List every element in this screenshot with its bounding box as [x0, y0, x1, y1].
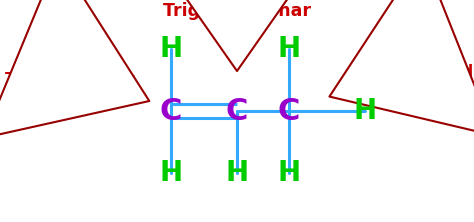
Text: H: H	[226, 159, 248, 187]
Text: Trigonal planar: Trigonal planar	[5, 72, 134, 87]
Text: C: C	[278, 97, 301, 125]
Text: H: H	[354, 97, 376, 125]
Text: C: C	[159, 97, 182, 125]
Text: H: H	[159, 35, 182, 63]
Text: Tetrahedral: Tetrahedral	[398, 63, 474, 79]
Text: H: H	[278, 35, 301, 63]
Text: Trigonal planar: Trigonal planar	[163, 2, 311, 20]
Text: H: H	[159, 159, 182, 187]
Text: H: H	[278, 159, 301, 187]
Text: C: C	[226, 97, 248, 125]
